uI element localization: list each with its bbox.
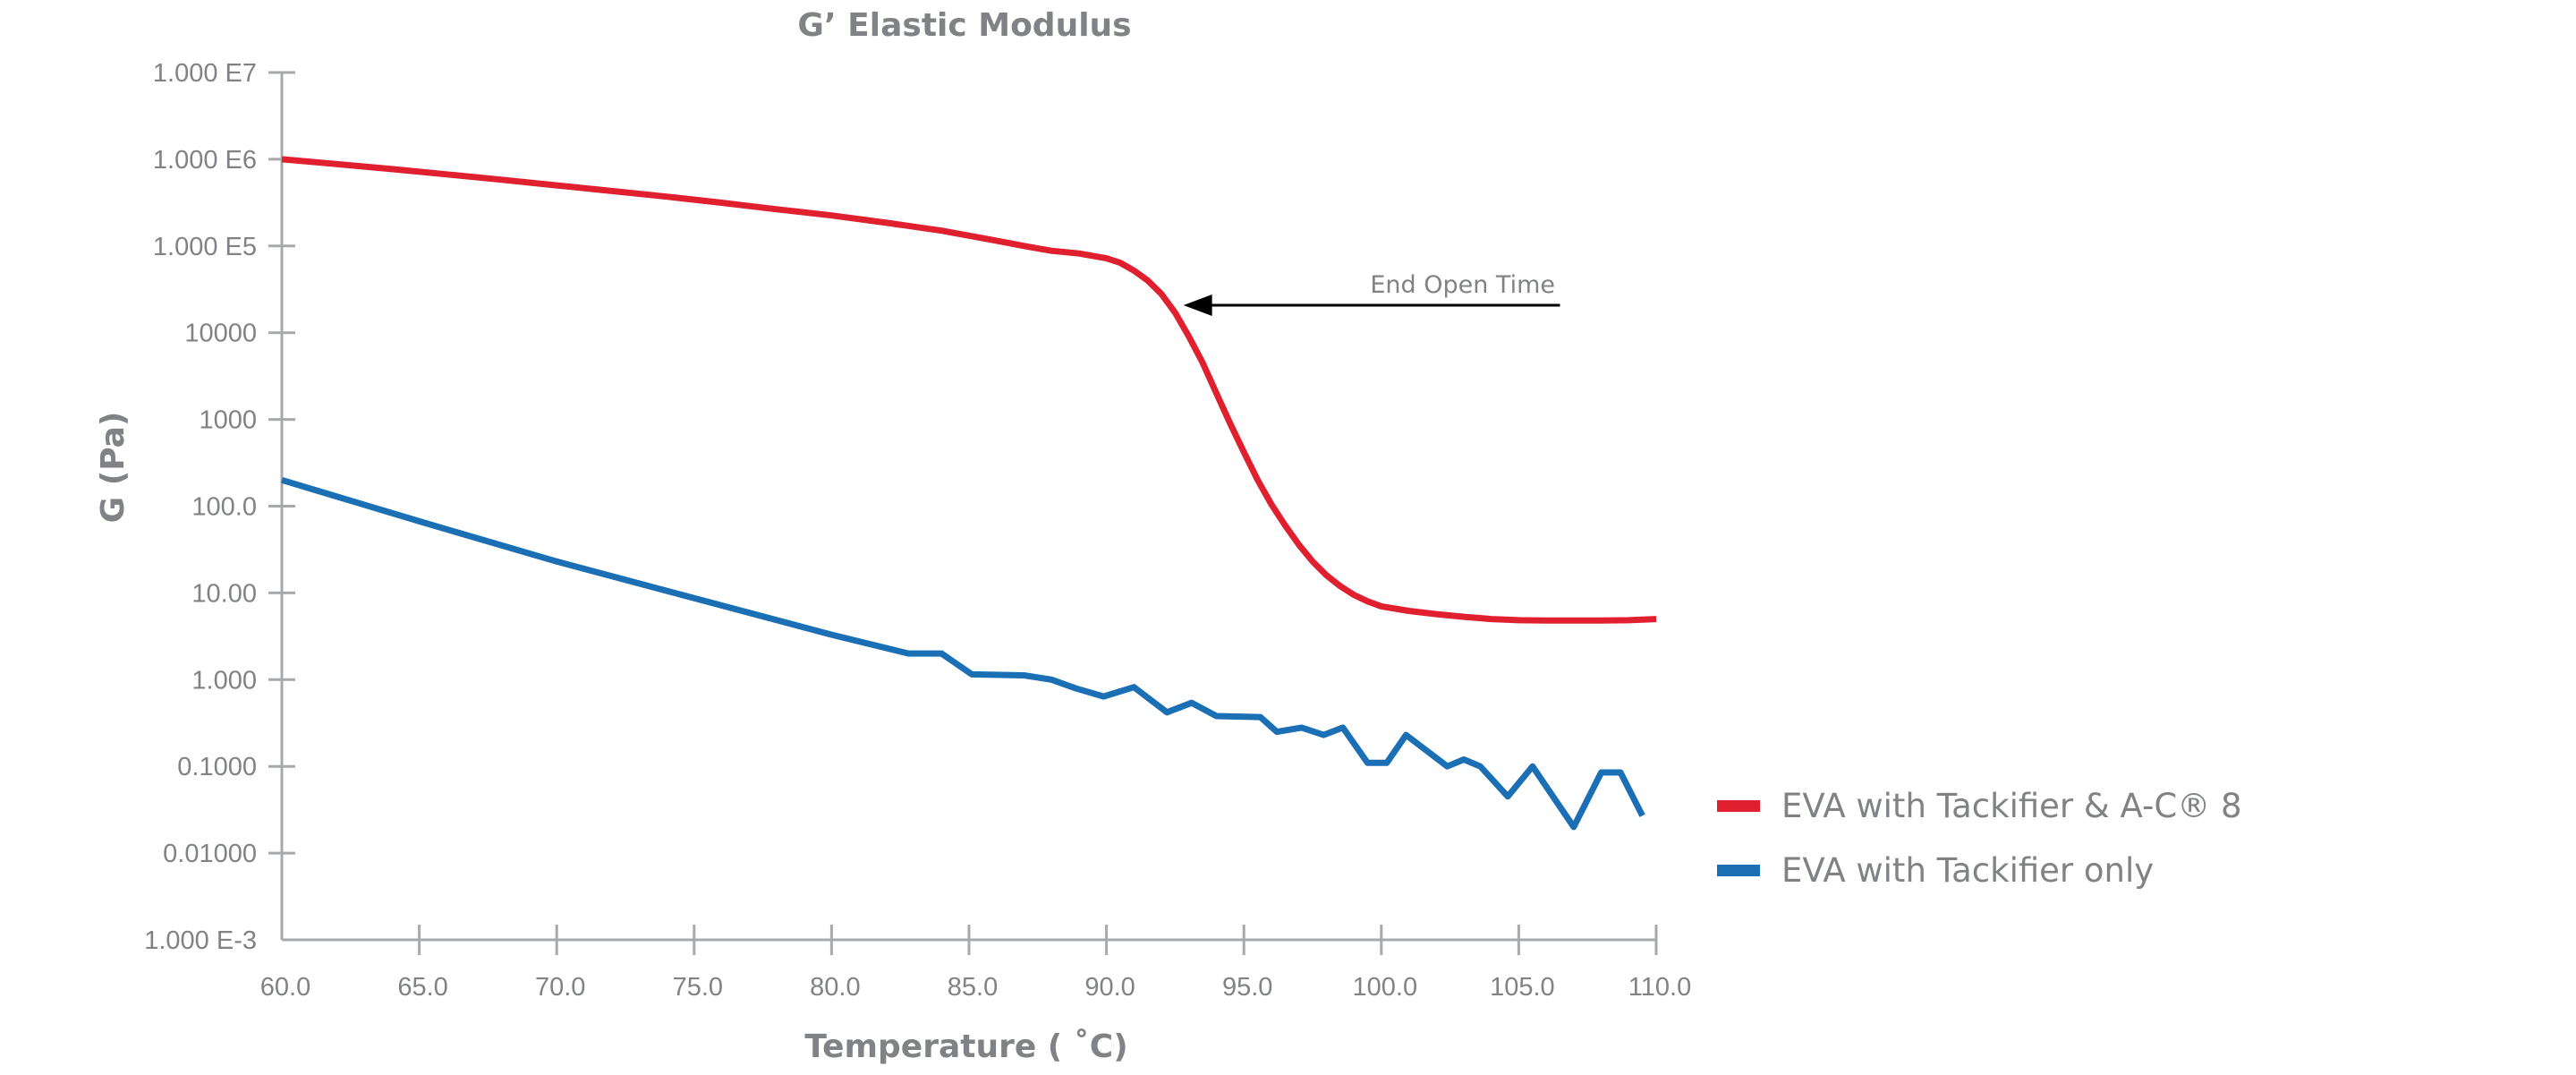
chart-title: G’ Elastic Modulus [797,7,1131,44]
y-tick-labels: 1.000 E7 1.000 E6 1.000 E5 10000 1000 100.0 10… [144,59,257,955]
legend-label-blue: EVA with Tackifier only [1781,851,2154,890]
legend-label-red: EVA with Tackifier & A-C® 8 [1781,787,2242,825]
y-tick-label: 1.000 E5 [153,233,257,261]
y-tick-label: 10000 [184,320,257,348]
x-tick-label: 65.0 [397,973,447,1002]
y-tick-label: 100.0 [191,493,257,522]
annotation-label: End Open Time [1370,271,1555,299]
y-axis-title: G (Pa) [95,412,132,524]
legend-swatch-blue [1717,865,1760,876]
y-tick-label: 1.000 E6 [153,146,257,175]
y-tick-label: 1.000 E-3 [144,926,257,955]
y-tick-label: 10.00 [191,579,257,608]
x-axis-title: Temperature ( ˚C) [804,1028,1127,1065]
x-tick-label: 110.0 [1628,973,1691,1002]
y-tick-label: 0.1000 [177,753,257,781]
y-tick-label: 1.000 [191,666,257,695]
x-tick-label: 85.0 [948,973,998,1002]
end-open-time-annotation: End Open Time [1183,271,1560,316]
x-tick-label: 90.0 [1084,973,1135,1002]
y-tick-label: 1000 [199,406,257,435]
legend-swatch-red [1717,800,1760,812]
x-tick-label: 75.0 [673,973,723,1002]
x-tick-label: 60.0 [260,973,310,1002]
x-tick-label: 70.0 [535,973,585,1002]
legend: EVA with Tackifier & A-C® 8 EVA with Tac… [1717,787,2242,890]
y-tick-label: 1.000 E7 [153,59,257,88]
x-tick-label: 105.0 [1490,973,1555,1002]
series-line-blue [280,476,1645,831]
axes [268,71,1658,955]
series-line-red [281,156,1657,624]
x-tick-label: 95.0 [1222,973,1272,1002]
x-tick-label: 80.0 [810,973,860,1002]
x-tick-label: 100.0 [1353,973,1418,1002]
y-tick-label: 0.01000 [163,840,257,868]
x-tick-labels: 60.0 65.0 70.0 75.0 80.0 85.0 90.0 95.0 100.0 105… [260,973,1691,1002]
series-lines [280,156,1657,831]
annotation-arrowhead-icon [1183,294,1212,316]
